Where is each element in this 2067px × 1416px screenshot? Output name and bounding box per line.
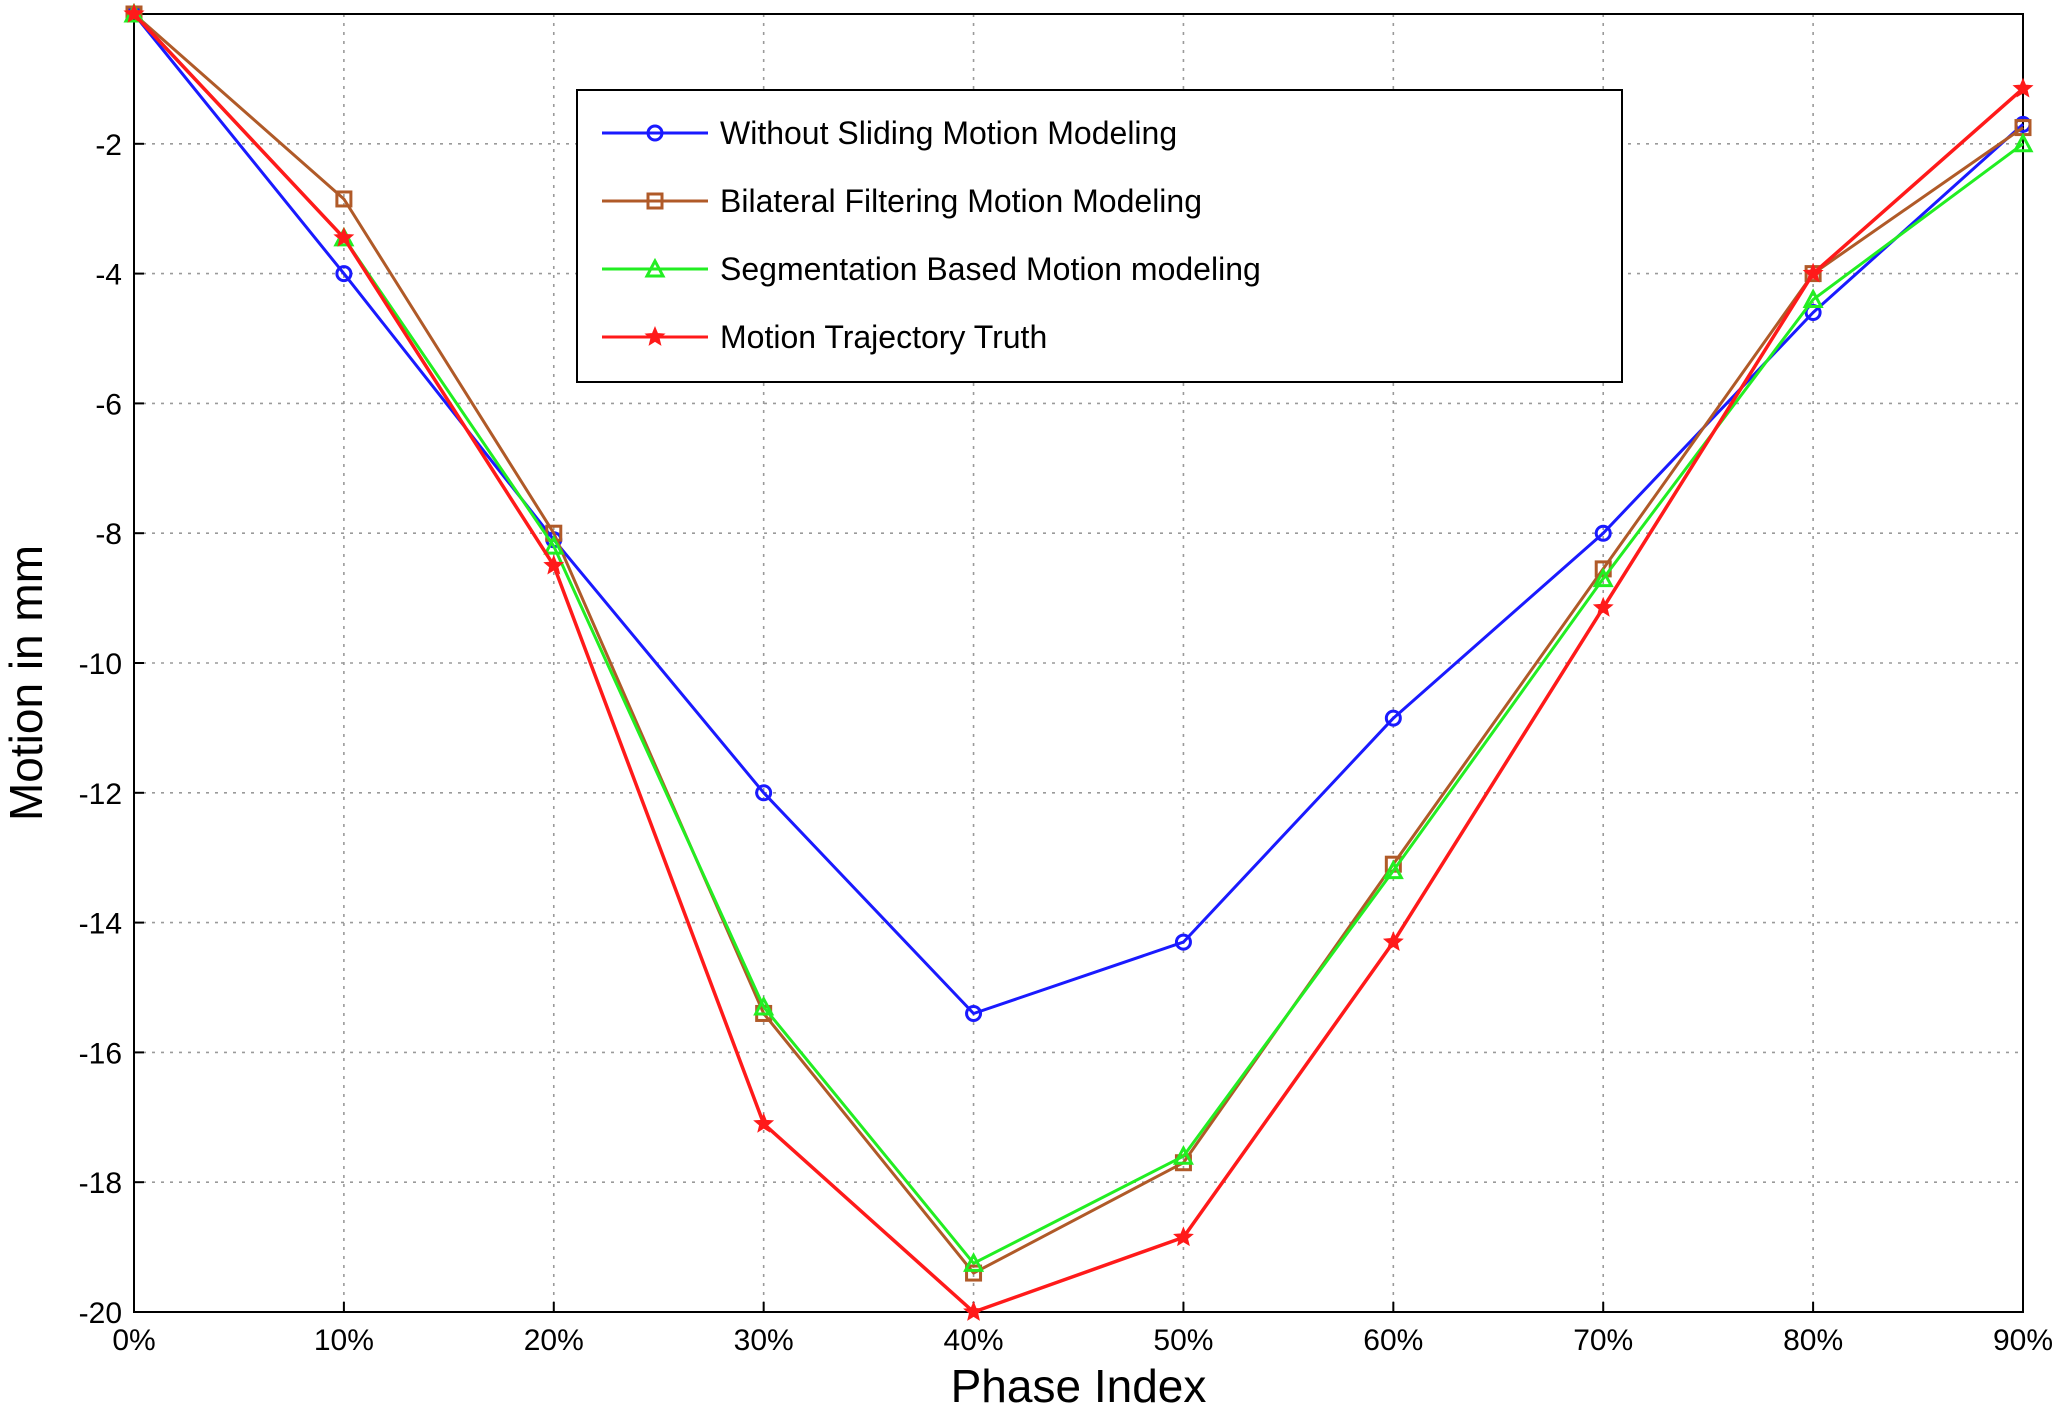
legend-marker [646,192,664,210]
series-layer [123,2,2034,1321]
y-tick-label: -16 [79,1037,122,1070]
x-tick-label: 30% [734,1324,794,1357]
y-tick-label: -2 [95,129,122,162]
series-line-2 [133,12,2024,1275]
data-point-triangle [963,1252,985,1272]
data-point-circle [1384,709,1402,727]
x-tick-label: 20% [524,1324,584,1357]
y-tick-label: -12 [79,778,122,811]
data-point-triangle [753,995,775,1016]
data-point-square [335,190,353,208]
data-point-star [1173,1226,1194,1247]
legend-item-3: Segmentation Based Motion modeling [602,251,1261,287]
x-tick-label: 40% [944,1324,1004,1357]
data-point-circle [755,784,773,802]
y-tick-label: -10 [79,648,122,681]
data-point-triangle [1382,859,1404,880]
x-axis-label: Phase Index [951,1360,1207,1412]
legend-label: Bilateral Filtering Motion Modeling [720,183,1202,219]
x-tick-label: 90% [1993,1324,2053,1357]
y-tick-label: -20 [79,1297,122,1330]
data-point-triangle [1592,567,1614,588]
x-tick-label: 80% [1783,1324,1843,1357]
axis-ticks: 0% 10% 20% 30% 40% 50% 60% 70% 80% 90% -2 -4 -6 -8 -10… [79,129,2053,1357]
data-point-star [2012,77,2034,98]
legend-label: Without Sliding Motion Modeling [720,115,1177,151]
x-tick-label: 60% [1363,1324,1423,1357]
y-axis-label: Motion in mm [0,545,52,821]
data-point-triangle [1172,1145,1194,1165]
x-tick-label: 10% [314,1324,374,1357]
x-tick-label: 0% [112,1324,155,1357]
data-point-circle [1174,933,1192,951]
series-4 [123,3,2034,1321]
data-point-star [333,226,355,247]
legend-box [576,89,1623,383]
data-point-star [1802,262,1824,283]
y-tick-label: -6 [95,388,122,421]
data-point-triangle [543,534,565,555]
legend-marker [644,257,666,278]
y-tick-label: -4 [95,259,122,292]
data-point-star [1592,596,1614,617]
legend-marker [646,124,664,142]
data-point-star [963,1301,984,1321]
data-point-star [753,1112,775,1133]
legend-label: Motion Trajectory Truth [720,319,1047,355]
data-point-triangle [2012,132,2034,153]
data-point-circle [1594,524,1612,542]
y-tick-label: -18 [79,1167,122,1200]
data-point-square [965,1264,983,1282]
data-point-star [1382,931,1404,952]
data-point-triangle [1802,288,1824,309]
legend-item-2: Bilateral Filtering Motion Modeling [602,183,1202,219]
legend-item-1: Without Sliding Motion Modeling [602,115,1177,151]
y-tick-label: -14 [79,908,122,941]
data-point-star [123,3,145,23]
data-point-circle [965,1004,983,1022]
data-point-circle [335,265,353,283]
x-tick-label: 50% [1153,1324,1213,1357]
x-tick-label: 70% [1573,1324,1633,1357]
data-point-star [543,554,565,575]
legend-label: Segmentation Based Motion modeling [720,251,1261,287]
legend: Without Sliding Motion Modeling Bilateral… [576,89,1623,383]
legend-item-4: Motion Trajectory Truth [602,319,1047,355]
y-tick-label: -8 [95,518,122,551]
series-line-4 [132,12,2025,1314]
legend-marker [644,326,666,346]
